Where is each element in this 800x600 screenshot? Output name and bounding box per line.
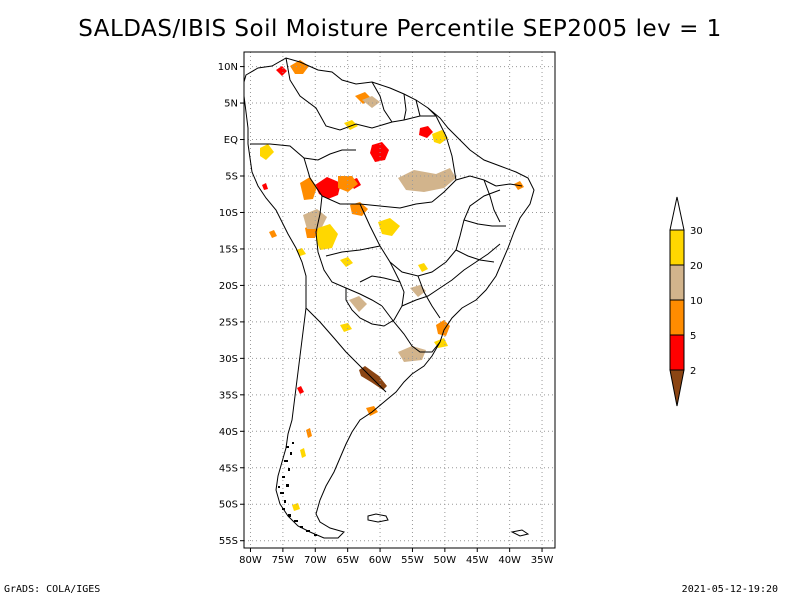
- legend-2-5: [669, 334, 685, 371]
- footer-credit: GrADS: COLA/IGES: [4, 584, 101, 595]
- patch-yellow: [418, 263, 428, 272]
- patch-tan: [362, 96, 380, 108]
- lat-label-40s: 40S: [219, 427, 238, 438]
- patch-tan: [349, 296, 367, 312]
- patch-yellow: [344, 120, 358, 130]
- patch-yellow: [340, 323, 352, 332]
- map-frame: [243, 51, 556, 549]
- lat-label-10n: 10N: [218, 62, 238, 73]
- patch-tan: [303, 209, 327, 229]
- chile-fjords: [278, 442, 317, 536]
- lat-label-55s: 55S: [219, 536, 238, 547]
- legend-20-30: [669, 229, 685, 266]
- lon-label-55w: 55W: [401, 555, 424, 566]
- lon-label-50w: 50W: [434, 555, 457, 566]
- legend-label-30: 30: [690, 226, 703, 237]
- coastlines-and-borders: [243, 57, 535, 539]
- patch-yellow: [340, 257, 353, 267]
- lon-label-45w: 45W: [466, 555, 489, 566]
- lat-label-15s: 15S: [219, 244, 238, 255]
- lon-label-80w: 80W: [239, 555, 262, 566]
- legend-label-10: 10: [690, 296, 703, 307]
- lat-label-35s: 35S: [219, 390, 238, 401]
- patch-orange: [306, 428, 312, 438]
- lon-label-40w: 40W: [498, 555, 521, 566]
- lon-label-70w: 70W: [304, 555, 327, 566]
- legend-below-2: [669, 369, 685, 407]
- patch-yellow: [292, 503, 300, 511]
- map-title: SALDAS/IBIS Soil Moisture Percentile SEP…: [78, 16, 722, 42]
- patch-red: [262, 183, 268, 190]
- legend-label-20: 20: [690, 261, 703, 272]
- legend-label-5: 5: [690, 331, 696, 342]
- latitude-labels: 10N 5N EQ 5S 10S 15S 20S 25S 30S 35S 40S 45S 50S 55S: [218, 62, 244, 547]
- lon-label-75w: 75W: [272, 555, 295, 566]
- patch-yellow: [432, 130, 448, 144]
- lat-label-45s: 45S: [219, 463, 238, 474]
- lat-label-50s: 50S: [219, 500, 238, 511]
- lat-label-10s: 10S: [219, 208, 238, 219]
- patch-yellow: [296, 248, 306, 256]
- patch-red: [276, 66, 287, 76]
- longitude-labels: 80W 75W 70W 65W 60W 55W 50W 45W 40W 35W: [239, 548, 553, 566]
- lon-label-35w: 35W: [531, 555, 554, 566]
- lat-label-25s: 25S: [219, 317, 238, 328]
- legend-label-2: 2: [690, 366, 696, 377]
- graticule: [244, 52, 555, 548]
- footer-timestamp: 2021-05-12-19:20: [681, 584, 778, 595]
- patch-yellow: [378, 218, 400, 236]
- lon-label-65w: 65W: [336, 555, 359, 566]
- patch-red: [370, 142, 389, 162]
- patch-orange: [300, 177, 317, 200]
- patch-red: [297, 386, 304, 394]
- lat-label-5s: 5S: [225, 172, 238, 183]
- patch-yellow: [316, 224, 338, 250]
- lat-label-20s: 20S: [219, 281, 238, 292]
- patch-orange: [436, 320, 450, 336]
- percentile-patches: [260, 60, 524, 511]
- lat-label-5n: 5N: [224, 99, 238, 110]
- patch-orange: [269, 230, 277, 238]
- color-legend: 30 20 10 5 2: [669, 196, 703, 407]
- lat-label-30s: 30S: [219, 354, 238, 365]
- lon-label-60w: 60W: [369, 555, 392, 566]
- legend-above-30: [669, 196, 685, 231]
- legend-10-20: [669, 264, 685, 301]
- legend-5-10: [669, 299, 685, 336]
- patch-yellow: [260, 144, 274, 160]
- patch-red: [315, 177, 341, 199]
- patch-yellow: [300, 448, 306, 458]
- patch-tan: [398, 168, 456, 192]
- patch-red: [419, 126, 433, 138]
- lat-label-eq: EQ: [224, 135, 238, 146]
